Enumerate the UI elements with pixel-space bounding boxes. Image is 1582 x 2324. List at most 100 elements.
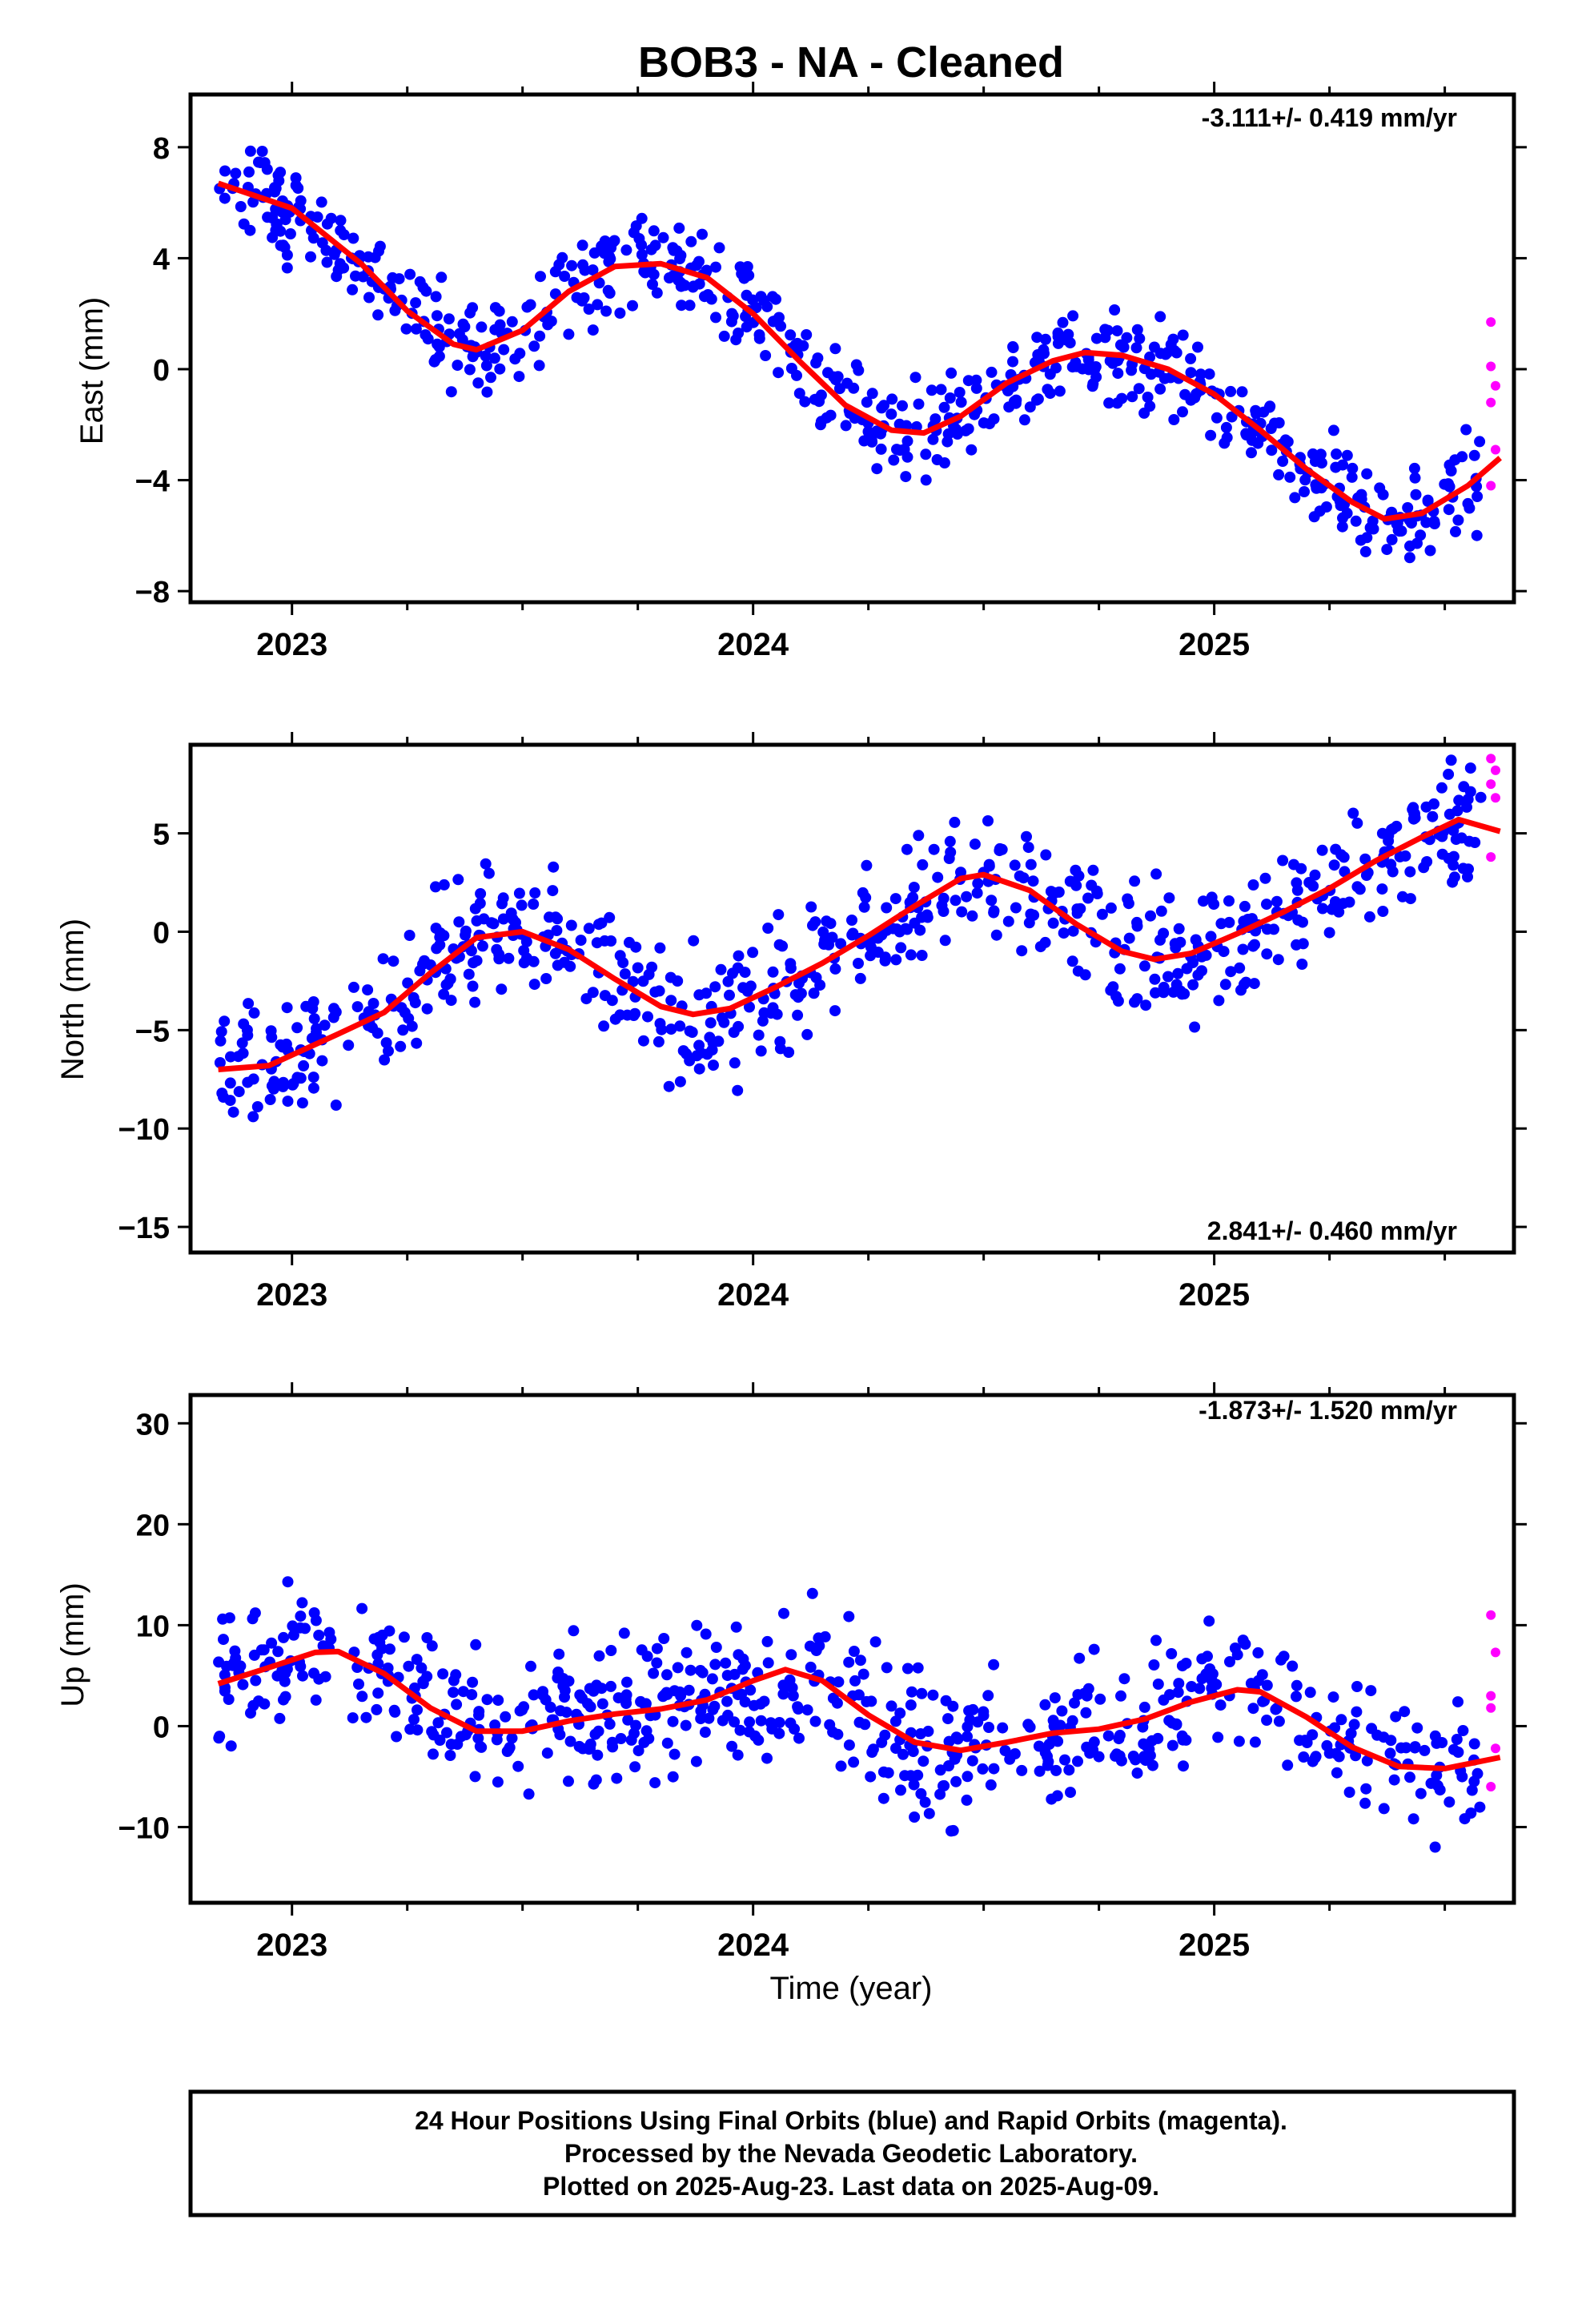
- east-final-point: [685, 235, 697, 247]
- north-final-point: [709, 981, 721, 993]
- up-final-point: [703, 1712, 715, 1724]
- north-final-point: [1066, 955, 1078, 967]
- north-final-point: [587, 987, 599, 999]
- up-x-tick-label: 2025: [1178, 1928, 1250, 1963]
- east-final-point: [1273, 468, 1285, 480]
- east-final-point: [480, 350, 492, 362]
- up-final-point: [1384, 1747, 1396, 1759]
- east-final-point: [785, 329, 797, 341]
- up-final-point: [659, 1689, 671, 1701]
- north-final-point: [431, 943, 443, 955]
- north-final-point: [1396, 891, 1408, 903]
- up-final-point: [473, 1706, 485, 1718]
- up-y-tick-label: 10: [136, 1610, 170, 1643]
- up-final-point: [755, 1715, 767, 1727]
- north-final-point: [745, 980, 757, 992]
- east-final-point: [1269, 417, 1280, 429]
- north-final-point: [1329, 896, 1341, 907]
- east-final-point: [1279, 434, 1291, 446]
- up-final-point: [894, 1707, 906, 1719]
- east-final-point: [1087, 378, 1099, 390]
- east-final-point: [1064, 337, 1076, 349]
- up-final-point: [1072, 1755, 1083, 1767]
- north-final-point: [1206, 891, 1218, 903]
- up-final-point: [730, 1621, 742, 1633]
- north-final-point: [1436, 848, 1448, 860]
- north-final-point: [453, 916, 465, 928]
- up-final-point: [934, 1788, 946, 1800]
- north-final-point: [1016, 945, 1028, 957]
- east-final-point: [927, 433, 939, 445]
- east-final-point: [290, 179, 302, 191]
- north-final-point: [296, 1097, 308, 1109]
- up-final-point: [469, 1771, 481, 1783]
- up-final-point: [1282, 1759, 1294, 1771]
- up-final-point: [347, 1712, 359, 1724]
- north-final-point: [1351, 881, 1363, 893]
- north-final-point: [1242, 914, 1254, 925]
- up-final-point: [1212, 1731, 1224, 1743]
- up-final-point: [1378, 1803, 1390, 1815]
- north-final-point: [684, 1025, 696, 1037]
- east-final-point: [305, 251, 316, 263]
- up-rapid-point: [1486, 1782, 1496, 1791]
- north-final-point: [463, 968, 475, 980]
- north-final-point: [1172, 967, 1184, 979]
- north-final-point: [1447, 825, 1460, 837]
- north-y-tick-label: −15: [118, 1212, 170, 1245]
- north-final-point: [733, 950, 745, 962]
- north-final-point: [1316, 844, 1328, 856]
- east-final-point: [649, 239, 661, 251]
- east-final-point: [417, 281, 429, 293]
- east-final-point: [710, 261, 721, 273]
- east-final-point: [604, 287, 616, 299]
- east-final-point: [944, 392, 956, 404]
- up-final-point: [1415, 1787, 1427, 1799]
- north-final-point: [1445, 754, 1457, 766]
- north-final-point: [693, 1063, 705, 1075]
- north-final-point: [469, 903, 481, 915]
- east-final-point: [267, 231, 279, 243]
- north-final-point: [460, 929, 472, 941]
- east-final-point: [1144, 400, 1156, 412]
- east-final-point: [524, 299, 536, 311]
- up-final-point: [1287, 1660, 1299, 1672]
- east-final-point: [942, 428, 954, 440]
- up-rapid-point: [1486, 1691, 1496, 1701]
- east-final-point: [871, 425, 883, 437]
- north-final-point: [478, 913, 490, 925]
- up-final-point: [492, 1776, 504, 1788]
- up-final-point: [451, 1699, 463, 1711]
- north-final-point: [684, 1055, 696, 1067]
- north-final-point: [853, 958, 864, 969]
- east-final-point: [986, 366, 998, 378]
- north-final-point: [421, 1003, 433, 1015]
- up-final-point: [1385, 1735, 1397, 1747]
- up-final-point: [596, 1698, 608, 1710]
- east-final-point: [1409, 472, 1421, 484]
- up-final-point: [1361, 1755, 1373, 1767]
- up-final-point: [1009, 1748, 1021, 1759]
- east-final-point: [1443, 459, 1456, 471]
- up-final-point: [541, 1747, 553, 1759]
- east-final-point: [1109, 304, 1121, 316]
- north-final-point: [889, 893, 901, 905]
- north-final-point: [801, 1028, 813, 1040]
- up-final-point: [943, 1760, 954, 1771]
- east-final-point: [1052, 327, 1064, 339]
- east-final-point: [1220, 421, 1232, 433]
- east-y-tick-label: −8: [135, 576, 170, 609]
- up-final-point: [460, 1729, 472, 1741]
- east-panel: -3.111+/- 0.419 mm/yr East (mm) −8 −4 0 4 8 2…: [74, 82, 1527, 662]
- east-y-tick-label: 8: [153, 132, 170, 166]
- north-final-point: [829, 1005, 841, 1017]
- up-final-point: [865, 1771, 877, 1783]
- north-final-point: [1022, 842, 1034, 854]
- north-final-point: [807, 919, 818, 931]
- north-final-point: [1237, 943, 1249, 955]
- up-final-point: [749, 1730, 761, 1742]
- north-final-point: [708, 1059, 719, 1072]
- east-final-point: [335, 224, 347, 236]
- north-final-point: [865, 950, 877, 962]
- east-final-point: [1177, 329, 1189, 341]
